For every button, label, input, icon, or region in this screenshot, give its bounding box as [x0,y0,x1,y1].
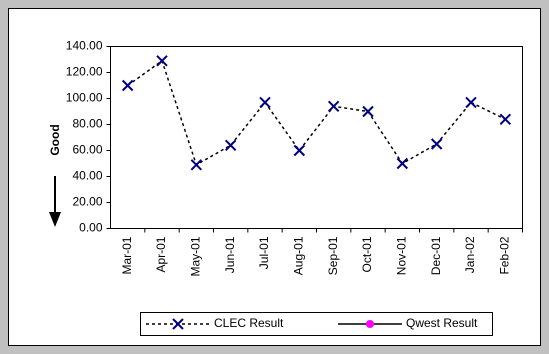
x-tick-label: May-01 [189,236,203,276]
x-tick-label: Jun-01 [223,236,237,273]
y-tick-label: 100.00 [66,91,103,105]
y-tick-label: 80.00 [72,117,102,131]
x-tick-label: Aug-01 [292,236,306,275]
y-tick-label: 60.00 [72,143,102,157]
marker [362,105,374,118]
plot-area [110,46,523,229]
marker [465,96,477,109]
x-tick-label: Dec-01 [429,236,443,275]
y-tick-label: 20.00 [72,195,102,209]
x-tick-label: Apr-01 [154,236,168,272]
marker [156,55,168,67]
y-tick-label: 40.00 [72,169,102,183]
arrow-head [49,212,61,227]
x-tick-label: Jan-02 [463,236,477,273]
marker [499,113,512,126]
y-tick-label: 140.00 [66,39,103,53]
marker [293,144,306,157]
series-line [127,59,506,166]
marker [327,100,340,113]
x-tick-label: Oct-01 [360,236,374,272]
x-tick-label: Sep-01 [326,236,340,275]
y-axis-label: Good [48,124,62,155]
x-tick-label: Feb-02 [498,236,512,274]
x-tick-label: Jul-01 [257,236,271,269]
legend-marker [366,320,374,328]
marker [224,139,237,152]
legend-label: Qwest Result [406,316,478,330]
marker [259,96,271,109]
y-tick-label: 0.00 [79,221,103,235]
legend [140,312,493,336]
marker [430,138,443,150]
legend-marker [172,318,184,330]
legend-label: CLEC Result [214,316,284,330]
x-tick-label: Nov-01 [395,236,409,275]
x-tick-label: Mar-01 [120,236,134,274]
marker [190,159,203,171]
marker [396,157,409,170]
y-tick-label: 120.00 [66,65,103,79]
marker [121,79,134,92]
